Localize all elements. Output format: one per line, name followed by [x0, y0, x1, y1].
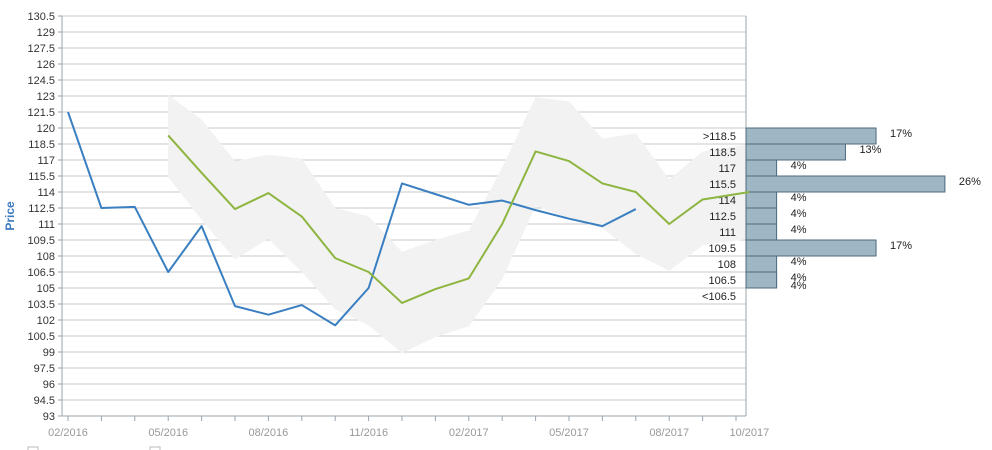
histogram-percent: 17%: [890, 240, 912, 252]
x-tick-label: 11/2016: [349, 427, 388, 439]
series-line-2: [167, 134, 750, 304]
histogram-percent: 4%: [791, 256, 807, 268]
histogram-bin-label: <106.5: [702, 291, 736, 303]
histogram-percent: 4%: [791, 280, 807, 292]
legend-marker: [27, 446, 39, 450]
y-tick-label: 121.5: [27, 107, 55, 119]
y-tick-label: 106.5: [27, 267, 55, 279]
histogram-bar: [745, 207, 778, 225]
histogram-percent: 4%: [791, 208, 807, 220]
histogram-bar: [745, 175, 946, 193]
histogram-percent: 4%: [791, 192, 807, 204]
forecast-band: [168, 94, 750, 354]
y-tick-label: 114: [37, 187, 55, 199]
x-tick-label: 05/2016: [148, 427, 188, 439]
y-tick-label: 99: [43, 347, 55, 359]
histogram-bar: [745, 127, 877, 145]
y-tick-label: 109.5: [27, 235, 55, 247]
y-tick-label: 94.5: [34, 395, 55, 407]
x-tick-label: 10/2017: [729, 427, 769, 439]
histogram-percent: 4%: [791, 272, 807, 284]
legend-marker: [149, 446, 161, 450]
y-tick-label: 118.5: [28, 139, 55, 151]
y-tick-label: 124.5: [27, 75, 55, 87]
histogram-bar: [745, 191, 778, 209]
histogram-percent: 26%: [959, 176, 981, 188]
histogram-bin-label: 114: [718, 195, 736, 207]
histogram-bin-label: 117: [718, 163, 736, 175]
histogram-percent: 17%: [890, 128, 912, 140]
y-tick-label: 100.5: [27, 331, 55, 343]
y-tick-label: 112.5: [28, 203, 55, 215]
histogram-bar: [745, 223, 778, 241]
histogram-bin-label: 111: [719, 227, 736, 239]
y-tick-label: 103.5: [27, 299, 55, 311]
histogram-bin-label: 109.5: [708, 243, 736, 255]
y-tick-label: 120: [37, 123, 55, 135]
histogram-percent: 4%: [791, 224, 807, 236]
histogram-bin-label: >118.5: [703, 131, 736, 143]
histogram-bar: [745, 271, 778, 289]
x-tick-label: 08/2016: [249, 427, 289, 439]
y-tick-label: 130.5: [27, 11, 55, 23]
y-tick-label: 117: [37, 155, 55, 167]
y-tick-label: 97.5: [34, 363, 55, 375]
y-axis-title: Price: [3, 201, 17, 231]
histogram-bar: [745, 143, 846, 161]
y-tick-label: 123: [37, 91, 55, 103]
y-tick-label: 93: [43, 411, 55, 423]
y-tick-label: 108: [37, 251, 55, 263]
y-tick-label: 102: [37, 315, 55, 327]
y-tick-label: 105: [37, 283, 55, 295]
histogram-bar: [745, 255, 778, 273]
x-tick-label: 02/2017: [449, 427, 489, 439]
histogram-bar: [745, 159, 778, 177]
y-tick-label: 127.5: [27, 43, 55, 55]
x-tick-label: 05/2017: [549, 427, 589, 439]
x-tick-label: 02/2016: [48, 427, 88, 439]
histogram-bin-label: 115.5: [709, 179, 736, 191]
histogram-bin-label: 112.5: [709, 211, 736, 223]
y-tick-label: 115.5: [28, 171, 55, 183]
x-tick-label: 08/2017: [649, 427, 689, 439]
y-tick-label: 96: [43, 379, 55, 391]
histogram-bar: [745, 239, 877, 257]
histogram-percent: 4%: [791, 160, 807, 172]
series-line-1: [67, 111, 637, 327]
y-tick-label: 126: [37, 59, 55, 71]
histogram-bin-label: 118.5: [709, 147, 736, 159]
histogram-percent: 13%: [859, 144, 881, 156]
y-tick-label: 111: [38, 219, 55, 231]
histogram-bin-label: 108: [718, 259, 736, 271]
histogram-bin-label: 106.5: [708, 275, 736, 287]
y-tick-label: 129: [37, 27, 55, 39]
